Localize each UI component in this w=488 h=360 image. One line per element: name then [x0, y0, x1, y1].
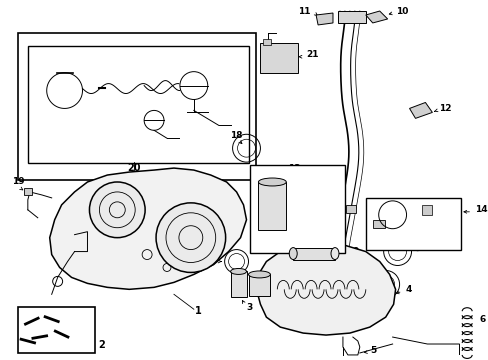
Bar — [18, 307, 95, 353]
Ellipse shape — [248, 271, 270, 278]
Text: 17: 17 — [356, 280, 369, 289]
Bar — [250, 165, 344, 253]
Polygon shape — [365, 11, 387, 23]
Text: 16: 16 — [430, 220, 443, 229]
Ellipse shape — [330, 248, 338, 260]
Text: 8: 8 — [395, 217, 401, 226]
Bar — [293, 248, 334, 260]
Text: 7: 7 — [321, 171, 327, 180]
Text: 9: 9 — [352, 247, 359, 256]
Text: 17: 17 — [203, 257, 216, 266]
Polygon shape — [408, 103, 431, 118]
Bar — [337, 11, 365, 23]
Bar — [24, 188, 32, 195]
Text: 18: 18 — [230, 131, 243, 140]
Bar — [18, 33, 256, 180]
Text: 11: 11 — [297, 6, 309, 15]
Text: 21: 21 — [305, 50, 318, 59]
Polygon shape — [256, 244, 395, 335]
Bar — [260, 43, 298, 73]
Bar — [258, 182, 285, 230]
Text: 5: 5 — [369, 346, 375, 355]
Text: 1: 1 — [195, 306, 202, 316]
Text: 10: 10 — [395, 6, 407, 15]
Bar — [422, 205, 431, 215]
Text: 12: 12 — [438, 104, 451, 113]
Polygon shape — [50, 168, 246, 289]
Text: 13: 13 — [287, 163, 300, 172]
Bar — [248, 274, 270, 296]
Bar — [345, 205, 355, 213]
Text: 20: 20 — [127, 163, 141, 173]
Text: 14: 14 — [474, 205, 487, 214]
Circle shape — [156, 203, 225, 273]
Text: 18: 18 — [419, 243, 431, 252]
Bar — [230, 271, 246, 297]
Text: 2: 2 — [98, 340, 104, 350]
Text: 15: 15 — [254, 237, 266, 246]
Bar — [28, 46, 248, 163]
Text: 3: 3 — [246, 303, 252, 312]
Circle shape — [89, 182, 145, 238]
Bar — [263, 39, 271, 45]
Ellipse shape — [289, 248, 297, 260]
Text: 6: 6 — [478, 315, 485, 324]
Ellipse shape — [230, 269, 246, 274]
Polygon shape — [315, 13, 332, 25]
Bar — [372, 220, 384, 228]
Text: 19: 19 — [12, 177, 24, 186]
Bar — [365, 198, 460, 249]
Ellipse shape — [258, 178, 285, 186]
Text: 4: 4 — [405, 285, 411, 294]
